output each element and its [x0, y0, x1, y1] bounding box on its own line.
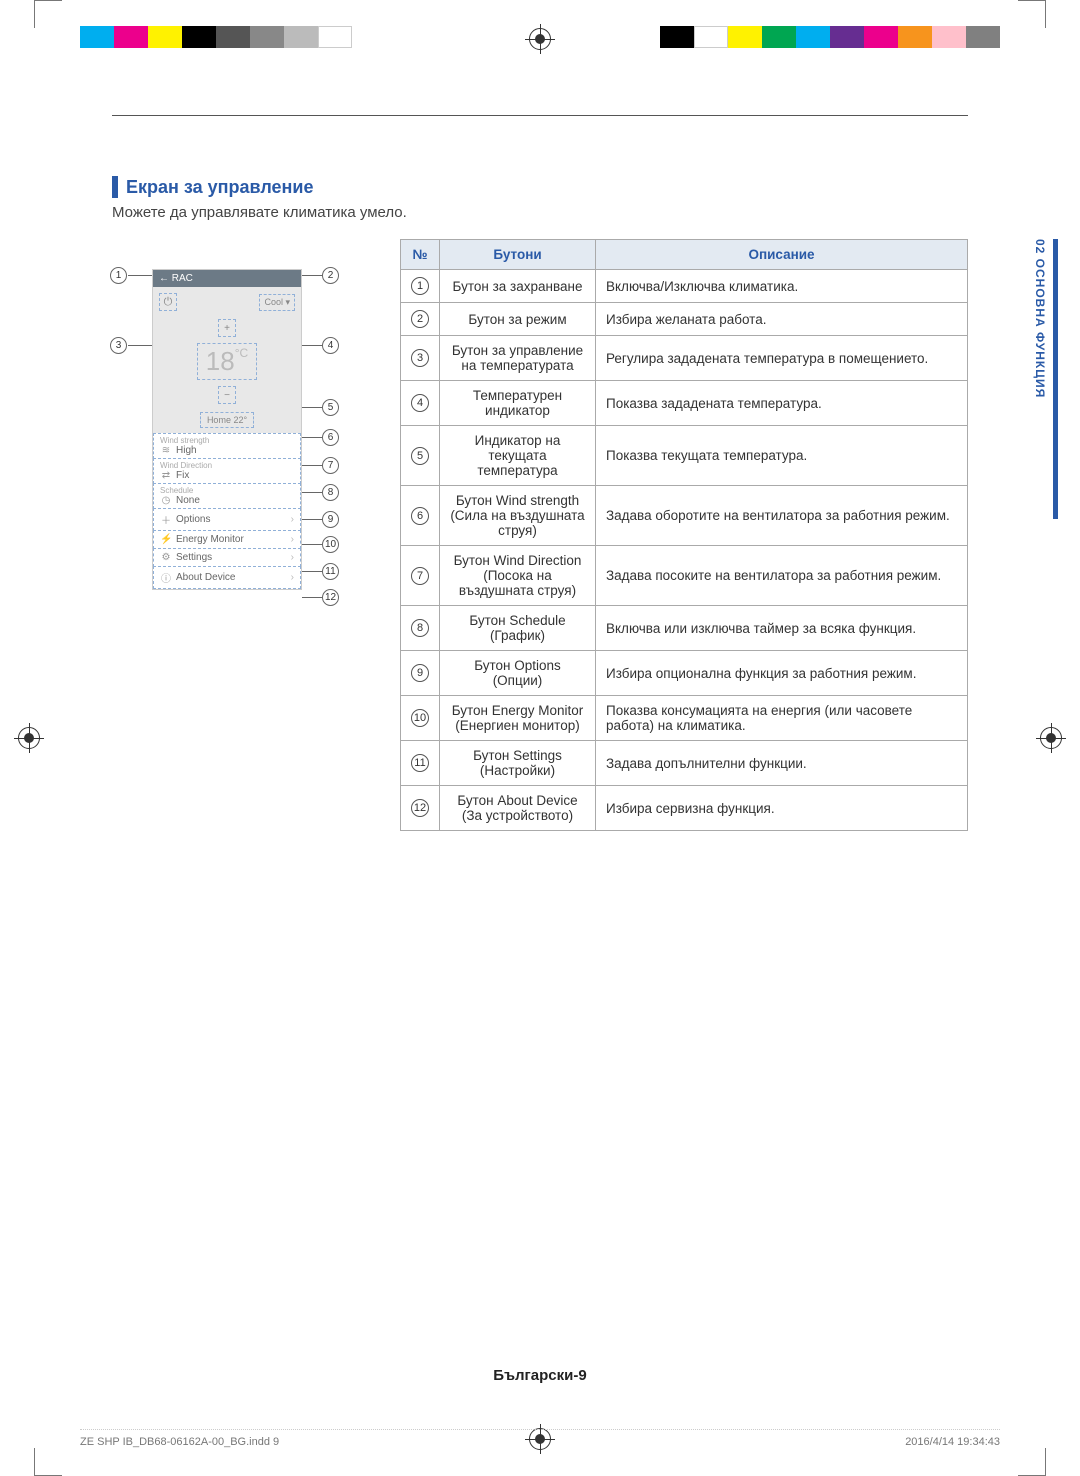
temp-minus: −	[218, 386, 236, 404]
table-row: 4Температурен индикаторПоказва зададенат…	[401, 381, 968, 426]
side-chapter-text: 02 ОСНОВНА ФУНКЦИЯ	[1033, 239, 1047, 398]
crop-mark	[1018, 0, 1046, 28]
th-desc: Описание	[596, 240, 968, 270]
side-chapter-strip	[1053, 239, 1058, 519]
power-icon: ⏻	[159, 293, 177, 311]
menu-item: ＋Options›	[153, 508, 301, 531]
callout-5: 5	[322, 399, 339, 416]
temp-indicator: 18°C	[197, 343, 257, 380]
top-rule	[112, 115, 968, 116]
callout-10: 10	[322, 536, 339, 553]
menu-item: Wind strength≋High	[153, 433, 301, 459]
callout-3: 3	[110, 337, 127, 354]
table-row: 9Бутон Options (Опции)Избира опционална …	[401, 651, 968, 696]
callout-8: 8	[322, 484, 339, 501]
side-chapter-label: 02 ОСНОВНА ФУНКЦИЯ	[1033, 239, 1058, 519]
imprint-line: ZE SHP IB_DB68-06162A-00_BG.indd 9 2016/…	[80, 1429, 1000, 1448]
callout-1: 1	[110, 267, 127, 284]
section-subtitle: Можете да управлявате климатика умело.	[112, 204, 968, 221]
registration-mark	[1040, 727, 1062, 749]
table-row: 2Бутон за режимИзбира желаната работа.	[401, 303, 968, 336]
menu-item: ⚙Settings›	[153, 548, 301, 567]
th-btn: Бутони	[440, 240, 596, 270]
phone-mock: ← RAC ⏻ Cool ▾ + 18°C − Home 22°	[152, 269, 302, 590]
mode-dropdown: Cool ▾	[259, 294, 295, 311]
table-row: 11Бутон Settings (Настройки)Задава допъл…	[401, 741, 968, 786]
crop-mark	[34, 1448, 62, 1476]
callout-6: 6	[322, 429, 339, 446]
registration-mark	[18, 727, 40, 749]
temp-plus: +	[218, 319, 236, 337]
phone-header: ← RAC	[153, 270, 301, 287]
section-accent	[112, 176, 118, 198]
registration-mark	[529, 28, 551, 50]
buttons-table: № Бутони Описание 1Бутон за захранванеВк…	[400, 239, 968, 831]
imprint-date: 2016/4/14 19:34:43	[905, 1436, 1000, 1448]
menu-item: ⚡Energy Monitor›	[153, 530, 301, 549]
table-row: 10Бутон Energy Monitor (Енергиен монитор…	[401, 696, 968, 741]
callout-2: 2	[322, 267, 339, 284]
home-temp-badge: Home 22°	[200, 412, 254, 428]
phone-diagram: ← RAC ⏻ Cool ▾ + 18°C − Home 22°	[112, 239, 342, 590]
color-bar-left	[80, 26, 352, 48]
imprint-file: ZE SHP IB_DB68-06162A-00_BG.indd 9	[80, 1436, 279, 1448]
callout-9: 9	[322, 511, 339, 528]
menu-item: Wind Direction⇄Fix	[153, 458, 301, 484]
callout-12: 12	[322, 589, 339, 606]
page-content: Екран за управление Можете да управляват…	[112, 115, 968, 831]
table-row: 12Бутон About Device (За устройството)Из…	[401, 786, 968, 831]
color-bar-right	[660, 26, 1000, 48]
callout-11: 11	[322, 563, 339, 580]
callout-7: 7	[322, 457, 339, 474]
table-row: 1Бутон за захранванеВключва/Изключва кли…	[401, 270, 968, 303]
page-number: Български-9	[0, 1367, 1080, 1384]
callout-4: 4	[322, 337, 339, 354]
section-title: Екран за управление	[126, 177, 314, 198]
table-row: 8Бутон Schedule (График)Включва или изкл…	[401, 606, 968, 651]
th-num: №	[401, 240, 440, 270]
menu-item: ⓘAbout Device›	[153, 566, 301, 589]
table-row: 3Бутон за управление на температуратаРег…	[401, 336, 968, 381]
table-row: 5Индикатор на текущата температураПоказв…	[401, 426, 968, 486]
phone-menu: Wind strength≋HighWind Direction⇄FixSche…	[153, 433, 301, 589]
table-row: 6Бутон Wind strength (Сила на въздушната…	[401, 486, 968, 546]
menu-item: Schedule◷None	[153, 483, 301, 509]
table-row: 7Бутон Wind Direction (Посока на въздушн…	[401, 546, 968, 606]
crop-mark	[34, 0, 62, 28]
crop-mark	[1018, 1448, 1046, 1476]
